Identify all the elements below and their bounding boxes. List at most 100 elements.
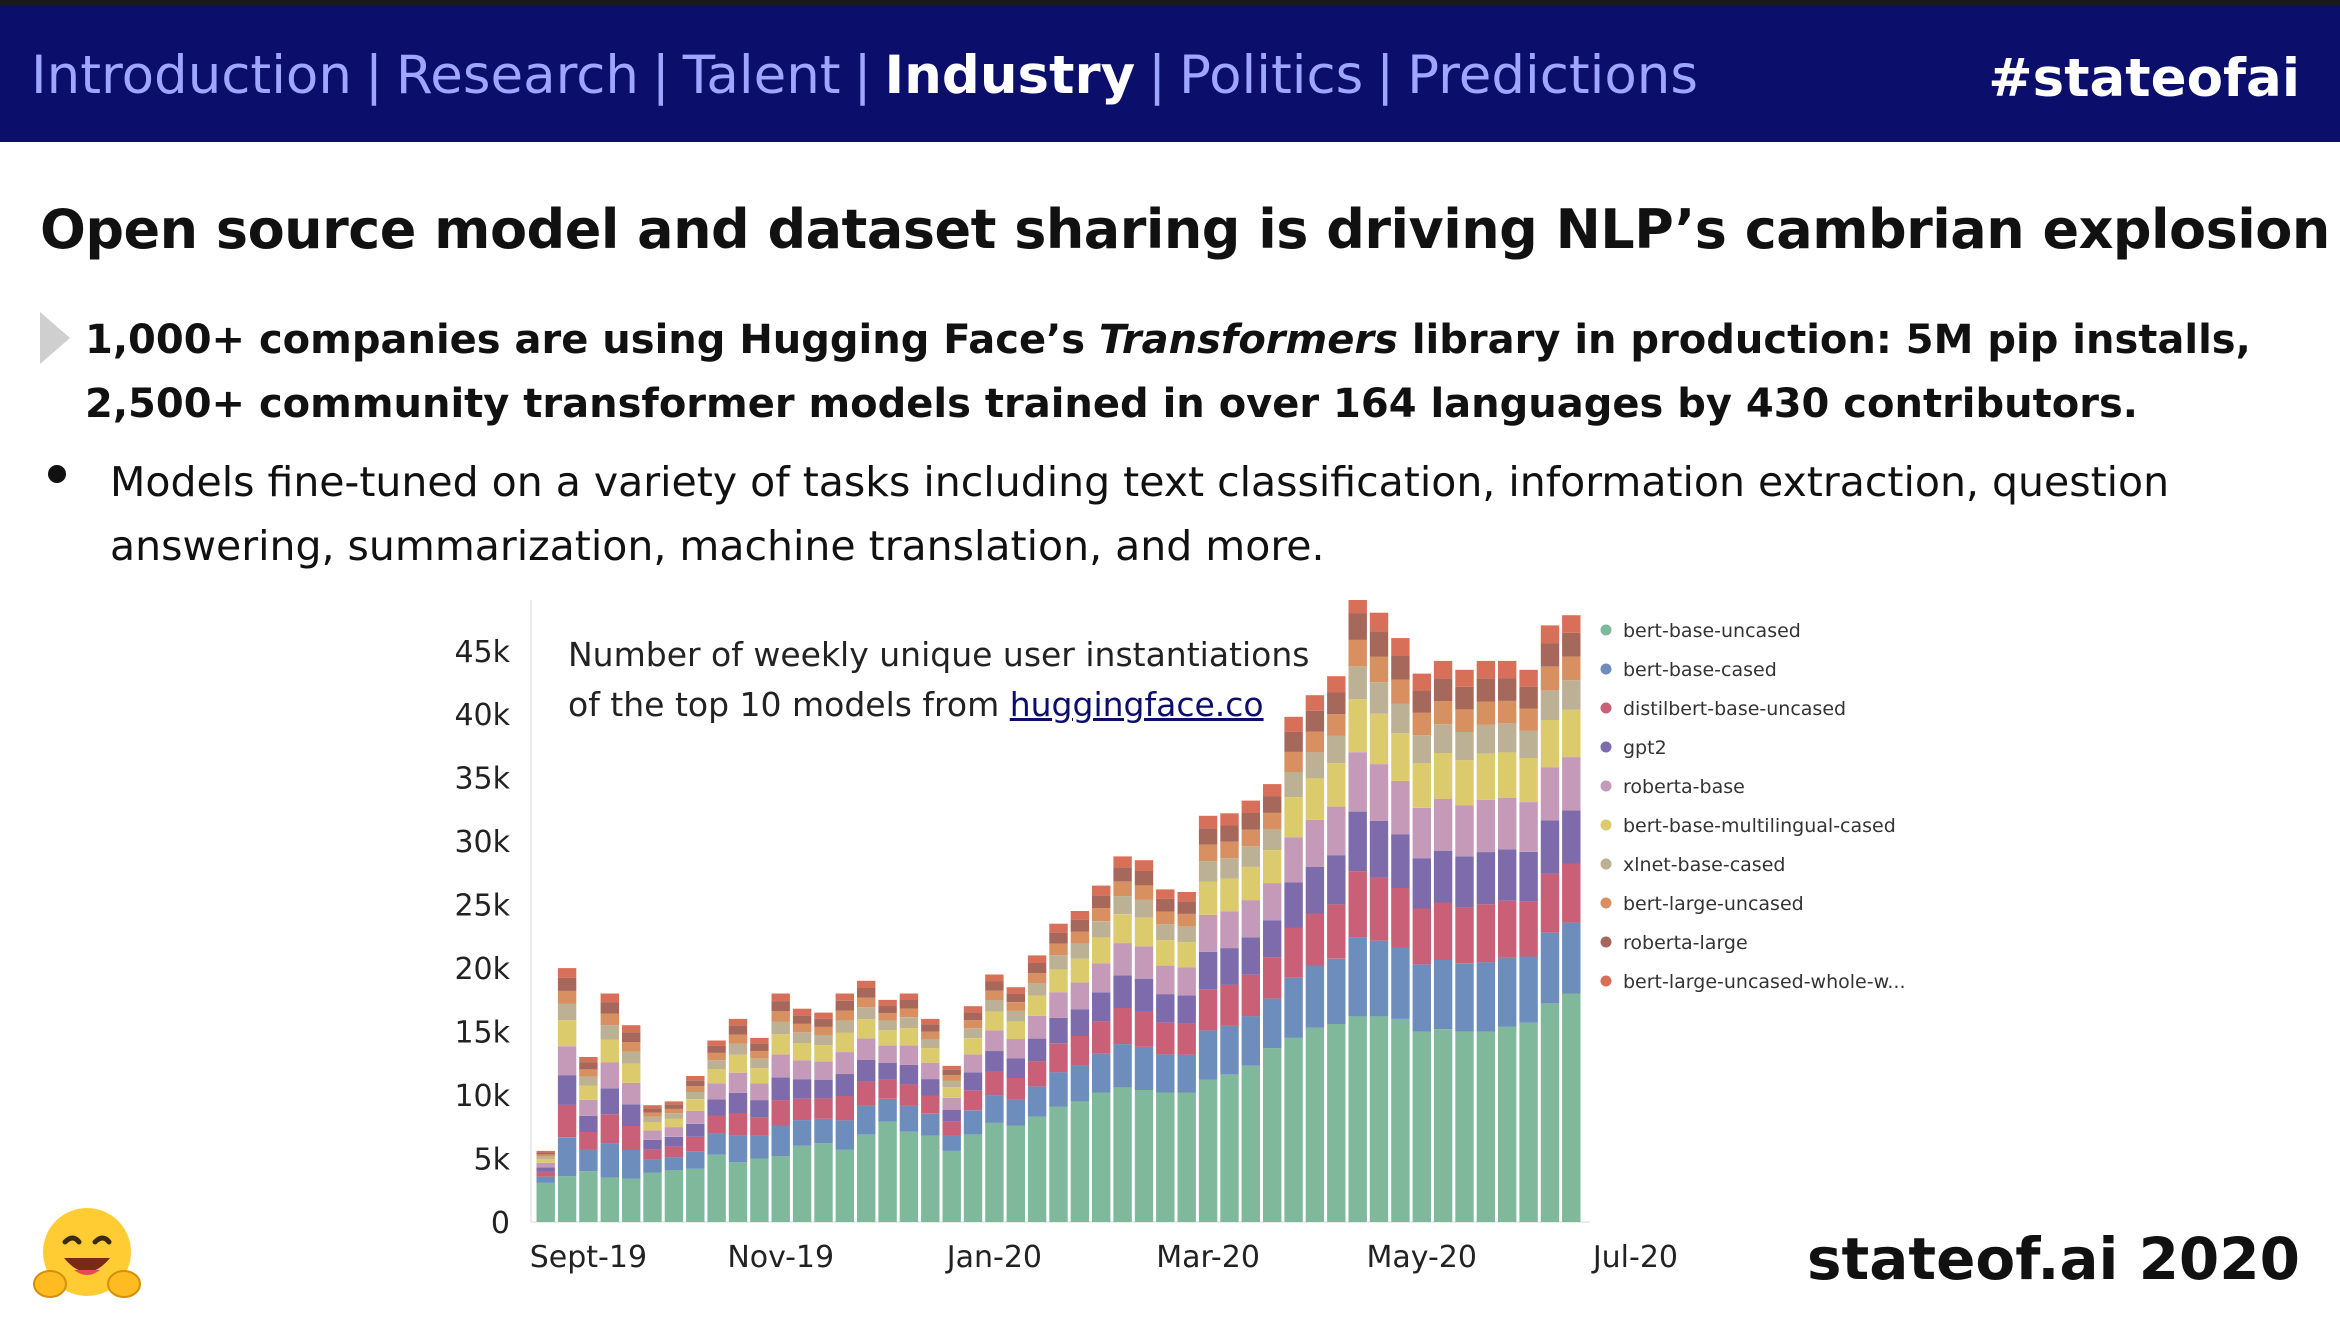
bar-segment-6: [1369, 682, 1389, 714]
bar-segment-5: [1092, 937, 1111, 964]
nav-link-research[interactable]: Research: [395, 45, 639, 106]
bar-segment-9: [857, 980, 876, 988]
bar-segment-5: [857, 1019, 876, 1039]
nav-link-politics[interactable]: Politics: [1179, 45, 1364, 106]
nav-link-industry[interactable]: Industry: [884, 45, 1136, 106]
bar-segment-2: [1540, 873, 1560, 933]
nav-separator: |: [651, 45, 670, 106]
bar-segment-2: [1027, 1061, 1047, 1087]
bar-segment-3: [1455, 856, 1474, 908]
bar-segment-8: [1369, 631, 1389, 657]
bar-segment-8: [643, 1108, 662, 1113]
bar-segment-0: [1027, 1116, 1047, 1222]
bar-segment-0: [750, 1158, 769, 1222]
y-tick-label: 30k: [454, 825, 510, 860]
bar-segment-8: [707, 1045, 726, 1053]
bar-segment-9: [771, 993, 790, 1002]
legend-marker: [1600, 702, 1612, 714]
bar-segment-6: [622, 1051, 641, 1064]
legend-marker: [1600, 936, 1612, 948]
bar-segment-5: [1305, 778, 1325, 820]
bar-segment-1: [750, 1135, 769, 1159]
bar-segment-4: [857, 1038, 876, 1060]
bar-segment-7: [750, 1051, 769, 1059]
bar-segment-9: [600, 993, 619, 1003]
bar-segment-9: [1519, 669, 1538, 687]
bar-segment-2: [985, 1071, 1004, 1096]
bar-segment-0: [814, 1143, 833, 1222]
bar-segment-6: [686, 1091, 705, 1100]
bar-segment-8: [686, 1080, 705, 1087]
bar-segment-2: [1498, 900, 1517, 958]
bar-segment-8: [1433, 678, 1453, 702]
bar-segment-5: [1284, 797, 1303, 838]
bar-segment-4: [600, 1062, 619, 1089]
bar-segment-8: [1412, 690, 1431, 713]
legend-label: bert-large-uncased-whole-w...: [1623, 971, 1906, 993]
bar-segment-8: [750, 1043, 769, 1052]
bar-segment-8: [985, 981, 1004, 991]
bar-segment-7: [1519, 708, 1538, 731]
bar-segment-1: [1327, 958, 1346, 1024]
bar-segment-3: [728, 1092, 748, 1114]
bar-segment-4: [1070, 982, 1090, 1010]
bar-segment-8: [1519, 686, 1538, 709]
bar-segment-4: [835, 1052, 854, 1075]
bar-segment-5: [557, 1020, 577, 1047]
bar-segment-9: [1562, 615, 1581, 633]
bar-segment-8: [963, 1012, 983, 1021]
y-tick-label: 5k: [474, 1143, 511, 1178]
bar-segment-6: [1519, 730, 1538, 759]
bar-segment-7: [792, 1023, 812, 1033]
bar-segment-3: [1156, 994, 1175, 1023]
bar-segment-6: [1263, 829, 1282, 850]
bar-segment-7: [1540, 666, 1560, 691]
bar-segment-0: [1412, 1031, 1431, 1222]
bar-segment-5: [1220, 878, 1239, 912]
bar-segment-8: [557, 977, 577, 991]
bar-segment-1: [878, 1098, 897, 1122]
nav-link-introduction[interactable]: Introduction: [31, 45, 352, 106]
bar-segment-2: [686, 1136, 705, 1152]
bar-segment-1: [771, 1125, 790, 1156]
bar-segment-2: [1006, 1078, 1025, 1100]
bar-segment-1: [1476, 962, 1496, 1032]
bar-segment-1: [899, 1105, 919, 1132]
bar-segment-5: [1263, 850, 1282, 884]
y-tick-label: 15k: [454, 1016, 510, 1051]
bar-segment-0: [942, 1150, 961, 1222]
bar-segment-8: [1476, 678, 1496, 702]
bar-segment-7: [1391, 679, 1410, 704]
bar-segment-0: [985, 1123, 1004, 1222]
bar-segment-3: [878, 1062, 897, 1080]
bar-segment-4: [1433, 799, 1453, 851]
bar-segment-2: [771, 1100, 790, 1126]
bar-segment-7: [942, 1075, 961, 1081]
bar-segment-4: [622, 1082, 641, 1105]
bar-segment-3: [1433, 850, 1453, 903]
bar-segment-8: [664, 1104, 684, 1109]
bar-segment-9: [1412, 673, 1431, 691]
bar-segment-6: [579, 1076, 598, 1086]
bar-segment-6: [1027, 983, 1047, 996]
bar-segment-5: [664, 1118, 684, 1128]
bar-segment-3: [1369, 820, 1389, 878]
huggingface-link[interactable]: huggingface.co: [1009, 685, 1264, 724]
bar-segment-2: [942, 1121, 961, 1135]
bar-segment-7: [1476, 701, 1496, 725]
bar-segment-7: [1284, 751, 1303, 772]
lead-statement: 1,000+ companies are using Hugging Face’…: [85, 308, 2285, 436]
bar-segment-1: [963, 1110, 983, 1135]
bar-segment-2: [1433, 902, 1453, 960]
bar-segment-8: [814, 1018, 833, 1027]
bar-segment-2: [1562, 863, 1581, 923]
bar-segment-3: [1305, 866, 1325, 914]
x-tick-label: May-20: [1366, 1240, 1477, 1275]
nav-link-predictions[interactable]: Predictions: [1407, 45, 1698, 106]
bar-segment-5: [878, 1030, 897, 1046]
bar-segment-9: [1476, 660, 1496, 679]
bar-segment-9: [1220, 813, 1239, 826]
nav-link-talent[interactable]: Talent: [682, 45, 841, 106]
bar-segment-6: [899, 1017, 919, 1029]
bar-segment-5: [1113, 914, 1132, 944]
